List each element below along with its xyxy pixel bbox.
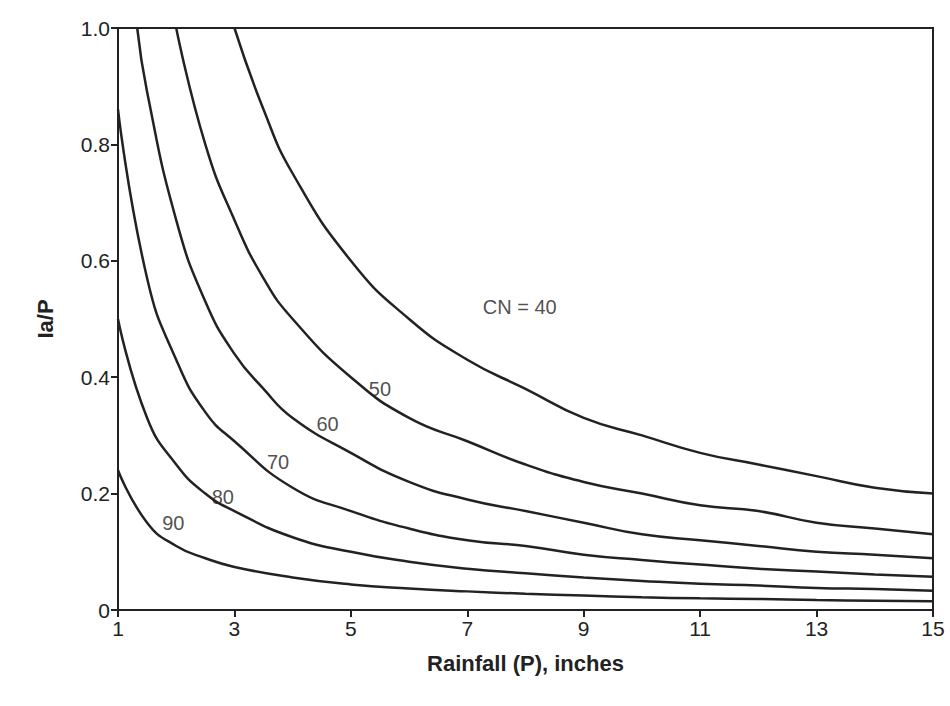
- svg-text:13: 13: [805, 617, 828, 640]
- svg-text:1: 1: [112, 617, 124, 640]
- svg-text:7: 7: [461, 617, 473, 640]
- svg-text:15: 15: [921, 617, 944, 640]
- svg-text:CN = 40: CN = 40: [483, 296, 557, 318]
- svg-text:0.8: 0.8: [81, 133, 110, 156]
- svg-text:0.6: 0.6: [81, 249, 110, 272]
- svg-text:Rainfall (P), inches: Rainfall (P), inches: [427, 651, 624, 676]
- svg-text:9: 9: [578, 617, 590, 640]
- svg-text:0: 0: [98, 599, 110, 622]
- svg-text:0.4: 0.4: [81, 366, 111, 389]
- svg-text:60: 60: [316, 413, 338, 435]
- svg-text:90: 90: [162, 512, 184, 534]
- svg-text:0.2: 0.2: [81, 482, 110, 505]
- svg-text:3: 3: [229, 617, 241, 640]
- svg-text:1.0: 1.0: [81, 17, 110, 40]
- svg-text:70: 70: [267, 451, 289, 473]
- svg-text:80: 80: [211, 485, 234, 508]
- svg-text:50: 50: [368, 377, 392, 400]
- svg-text:Ia/P: Ia/P: [33, 299, 58, 338]
- svg-text:5: 5: [345, 617, 357, 640]
- svg-text:11: 11: [689, 617, 711, 640]
